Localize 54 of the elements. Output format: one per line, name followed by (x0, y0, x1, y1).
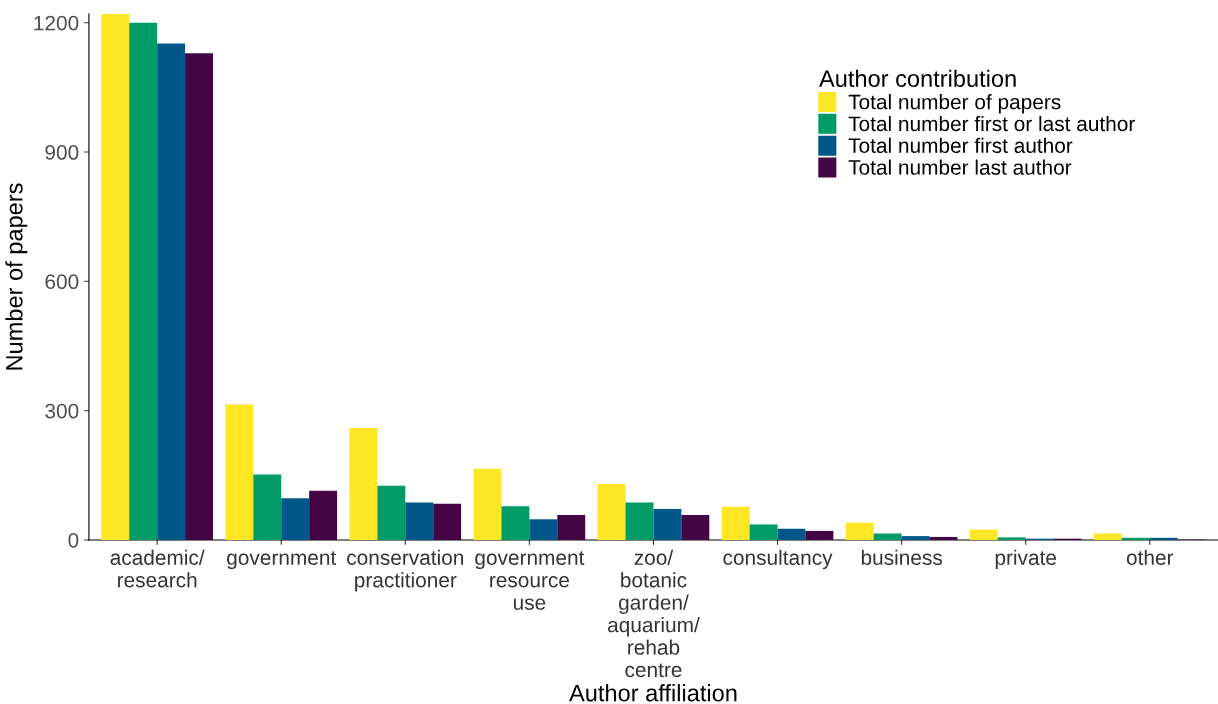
bar (997, 537, 1026, 540)
bar (473, 468, 502, 540)
x-tick-label: conservation practitioner (347, 549, 464, 592)
bar (281, 498, 310, 540)
x-tick-label: private (995, 549, 1057, 570)
bar (433, 503, 462, 540)
legend-label: Total number first author (848, 137, 1073, 153)
bar (749, 524, 778, 540)
y-tick-label: 600 (45, 274, 79, 290)
legend-label: Total number first or last author (848, 115, 1135, 132)
bar (1121, 537, 1150, 540)
bar (253, 474, 282, 540)
x-tick-label: business (861, 549, 942, 565)
y-tick-label: 0 (68, 532, 79, 548)
bar (597, 483, 626, 540)
bar (845, 522, 874, 540)
bar (1093, 533, 1122, 540)
bar (557, 514, 586, 540)
bar (225, 404, 254, 540)
bar (185, 53, 213, 540)
bar (157, 43, 186, 540)
x-tick-label: zoo/ botanic garden/ aquarium/ rehab centre (608, 549, 700, 678)
bar (309, 490, 338, 540)
bar (501, 506, 530, 540)
bar (101, 14, 130, 540)
bar (873, 533, 902, 540)
y-tick-label: 1200 (34, 15, 79, 31)
legend-label: Total number last author (848, 159, 1072, 175)
y-tick-label: 300 (45, 403, 79, 419)
bar (681, 514, 710, 540)
bar (349, 427, 378, 540)
bar (405, 502, 434, 540)
x-tick-label: academic/ research (110, 549, 205, 588)
bar (901, 536, 930, 540)
legend-label: Total number of papers (848, 94, 1061, 114)
bar (129, 22, 158, 540)
x-tick-label: government resource use (475, 551, 585, 610)
bar (1149, 537, 1178, 540)
x-tick-label: other (1126, 549, 1174, 565)
bar (653, 508, 682, 540)
bar (377, 485, 406, 540)
bar (721, 506, 750, 540)
bar (777, 528, 806, 540)
bar (805, 530, 834, 540)
bar (529, 519, 558, 540)
bar (969, 529, 998, 540)
x-tick-label: consultancy (723, 549, 833, 570)
y-tick-label: 900 (45, 145, 79, 160)
y-axis-title: Number of papers (5, 183, 28, 370)
bar (929, 536, 958, 540)
x-tick-label: government (227, 551, 337, 570)
legend-title: Author contribution (819, 69, 1016, 87)
x-axis-title: Author affiliation (569, 684, 737, 702)
bar (625, 502, 654, 540)
